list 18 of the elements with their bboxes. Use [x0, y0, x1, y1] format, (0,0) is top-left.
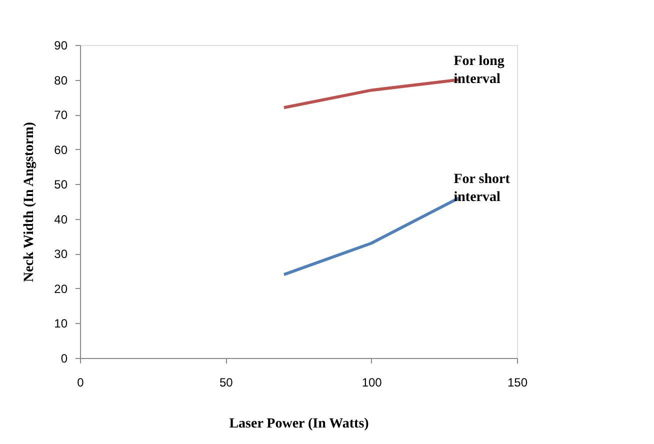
- y-tick-label: 10: [54, 316, 68, 331]
- y-tick-label: 80: [54, 73, 68, 88]
- x-tick-label: 0: [77, 376, 84, 390]
- x-tick-label: 50: [219, 376, 234, 390]
- y-tick-label: 0: [60, 352, 68, 366]
- y-tick-label: 90: [54, 38, 68, 52]
- x-tick-label: 100: [362, 376, 382, 390]
- series-label: For long interval: [454, 54, 504, 87]
- y-axis-title: Neck Width (In Angstorm): [22, 122, 38, 282]
- y-tick-label: 20: [54, 282, 68, 296]
- series-label: For short interval: [454, 172, 510, 206]
- y-tick-label: 60: [54, 142, 68, 157]
- y-tick-label: 70: [54, 108, 68, 122]
- x-tick-label: 150: [507, 376, 528, 390]
- y-tick-label: 40: [54, 212, 68, 226]
- y-tick-label: 50: [54, 178, 68, 192]
- y-tick-label: 30: [54, 247, 68, 262]
- x-axis-title: Laser Power (In Watts): [229, 416, 370, 432]
